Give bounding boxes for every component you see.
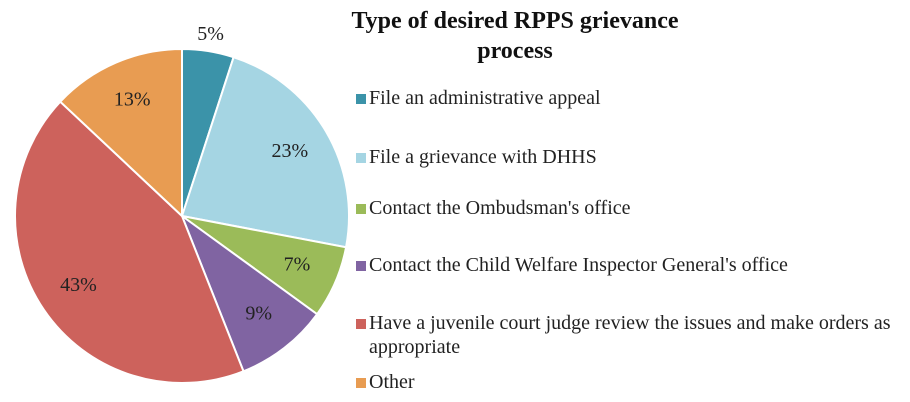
legend-swatch <box>356 261 366 271</box>
data-label: 23% <box>271 140 308 162</box>
data-label: 5% <box>197 23 224 45</box>
legend-label: File an administrative appeal <box>369 87 601 109</box>
legend-label: File a grievance with DHHS <box>369 146 597 168</box>
legend-label: Contact the Ombudsman's office <box>369 197 631 219</box>
pie-slice <box>14 100 245 384</box>
legend-item: Contact the Ombudsman's office <box>356 196 910 220</box>
legend-swatch <box>356 378 366 388</box>
legend-label: Other <box>369 371 415 393</box>
legend-swatch <box>356 94 366 104</box>
data-label: 9% <box>245 303 272 325</box>
legend-item: Contact the Child Welfare Inspector Gene… <box>356 253 910 277</box>
pie-slice <box>58 47 183 219</box>
legend-swatch <box>356 319 366 329</box>
data-label: 7% <box>284 253 311 275</box>
legend-label: Contact the Child Welfare Inspector Gene… <box>369 254 788 276</box>
chart-title: Type of desired RPPS grievance process <box>351 8 679 64</box>
data-label: 43% <box>60 274 97 296</box>
legend-item: File an administrative appeal <box>356 86 910 110</box>
pie-slice <box>180 55 350 249</box>
pie-slice <box>179 213 319 373</box>
legend-swatch <box>356 153 366 163</box>
legend-item: Have a juvenile court judge review the i… <box>356 311 910 359</box>
data-label: 13% <box>114 89 151 111</box>
legend-swatch <box>356 204 366 214</box>
legend-item: Other <box>356 370 910 394</box>
legend-item: File a grievance with DHHS <box>356 145 910 169</box>
legend-label: Have a juvenile court judge review the i… <box>369 312 891 358</box>
